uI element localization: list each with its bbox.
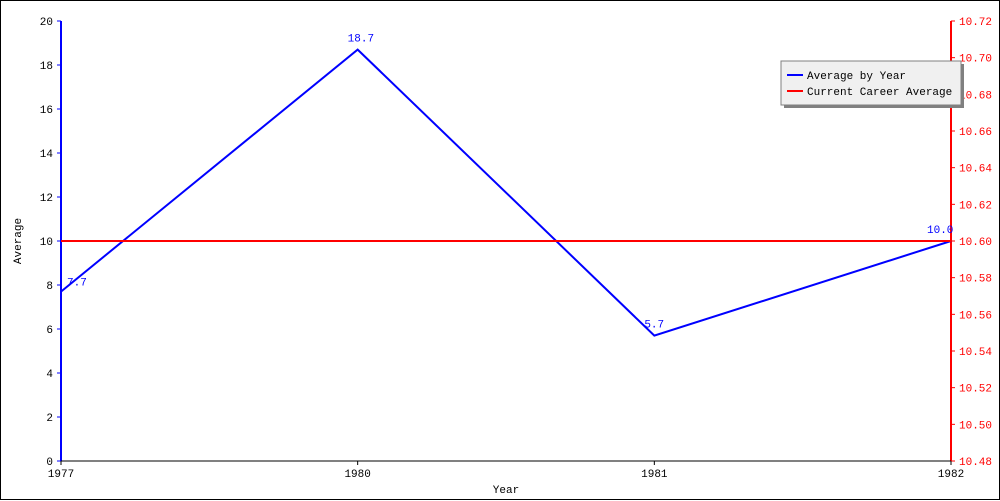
y-left-tick-label: 18 [40,61,53,73]
y-right-tick-label: 10.58 [959,274,992,286]
x-tick-label: 1982 [938,469,964,481]
y-left-tick-label: 14 [40,149,54,161]
y-right-tick-label: 10.50 [959,420,992,432]
legend-label: Average by Year [807,71,906,83]
y-left-tick-label: 16 [40,105,53,117]
x-tick-label: 1977 [48,469,74,481]
y-left-tick-label: 12 [40,193,53,205]
data-label: 10.0 [927,225,953,237]
y-right-tick-label: 10.66 [959,127,992,139]
y-left-tick-label: 10 [40,237,53,249]
chart-container: 0 2 4 6 8 10 12 14 16 18 20 Average 10.48 10.50 10.52 1… [0,0,1000,500]
y-right-tick-label: 10.52 [959,384,992,396]
x-title: Year [493,485,519,497]
chart-svg: 0 2 4 6 8 10 12 14 16 18 20 Average 10.48 10.50 10.52 1… [1,1,1000,501]
y-right-tick-label: 10.72 [959,17,992,29]
x-tick-label: 1981 [641,469,668,481]
y-left-tick-label: 2 [46,413,53,425]
y-right-tick-label: 10.64 [959,164,992,176]
y-right-tick-label: 10.70 [959,54,992,66]
y-right-tick-label: 10.60 [959,237,992,249]
y-left-tick-label: 4 [46,369,53,381]
y-left-tick-label: 0 [46,457,53,469]
y-left-tick-label: 8 [46,281,53,293]
y-right-tick-label: 10.56 [959,310,992,322]
y-right-tick-label: 10.54 [959,347,992,359]
y-left-title: Average [13,218,25,264]
legend-label: Current Career Average [807,87,952,99]
y-left-tick-label: 20 [40,17,53,29]
data-label: 18.7 [348,34,374,46]
y-right-tick-label: 10.62 [959,200,992,212]
x-tick-label: 1980 [344,469,370,481]
data-label: 7.7 [67,278,87,290]
y-right-tick-label: 10.48 [959,457,992,469]
y-left-tick-label: 6 [46,325,53,337]
data-label: 5.7 [644,320,664,332]
